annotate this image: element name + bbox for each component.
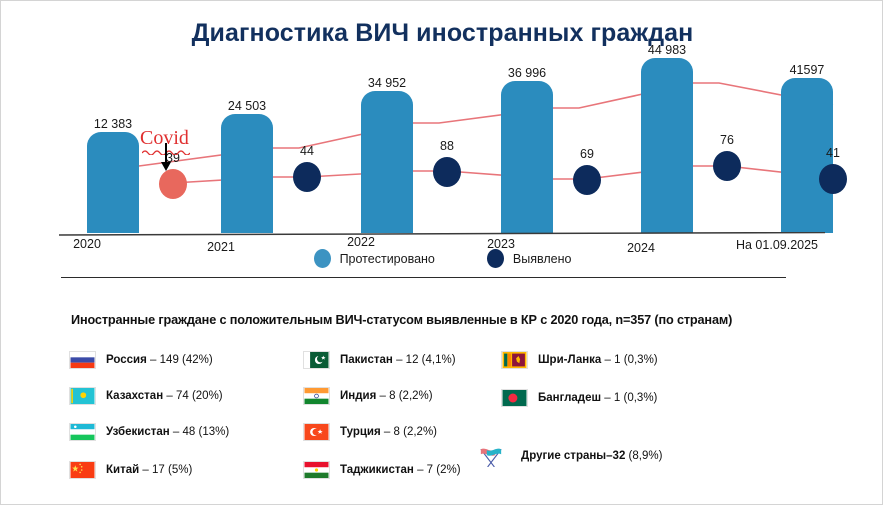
bar-label-2024: 44 983: [647, 43, 687, 57]
dot-label-2023: 69: [580, 147, 594, 161]
country-item-bangladesh[interactable]: Бангладеш – 1 (0,3%): [501, 389, 657, 407]
country-item-russia[interactable]: Россия – 149 (42%): [69, 351, 213, 369]
bar-label-2020: 12 383: [93, 117, 133, 131]
countries-list: Россия – 149 (42%) Казахстан – 74 (20%): [65, 349, 855, 484]
bar-2022[interactable]: [361, 91, 413, 233]
dot-trend-line: [172, 165, 834, 184]
srilanka-flag-icon: [501, 351, 528, 369]
bar-label-2021: 24 503: [227, 99, 267, 113]
section-divider: [61, 277, 786, 278]
country-label-other: Другие страны–32 (8,9%): [521, 450, 663, 462]
legend-label-tested: Протестировано: [339, 251, 435, 266]
country-item-pakistan[interactable]: Пакистан – 12 (4,1%): [303, 351, 456, 369]
country-item-other[interactable]: Другие страны–32 (8,9%): [471, 445, 662, 467]
country-item-tajikistan[interactable]: Таджикистан – 7 (2%): [303, 461, 461, 479]
bar-2024[interactable]: [641, 58, 693, 233]
dot-label-2025: 41: [826, 146, 840, 160]
country-label-turkey: Турция – 8 (2,2%): [340, 426, 438, 438]
dot-label-2022: 88: [440, 139, 454, 153]
legend-item-found[interactable]: Выявлено: [486, 249, 572, 268]
bangladesh-flag-icon: [501, 389, 528, 407]
legend-swatch-tested-icon: [313, 249, 331, 268]
tajikistan-flag-icon: [303, 461, 330, 479]
china-flag-icon: [69, 461, 96, 479]
turkey-flag-icon: [303, 423, 330, 441]
dot-label-2021: 44: [300, 144, 314, 158]
xtick-2025: На 01.09.2025: [735, 238, 818, 252]
dot-label-2024: 76: [720, 133, 734, 147]
country-label-uzbekistan: Узбекистан – 48 (13%): [106, 426, 230, 438]
bar-label-2022: 34 952: [367, 76, 407, 90]
bar-trend-line: [138, 82, 834, 167]
xtick-2024: 2024: [627, 241, 655, 255]
india-flag-icon: [303, 387, 330, 405]
xtick-2023: 2023: [487, 237, 515, 251]
country-item-uzbekistan[interactable]: Узбекистан – 48 (13%): [69, 423, 229, 441]
countries-section-title: Иностранные граждане с положительным ВИЧ…: [71, 313, 733, 327]
page-title: Диагностика ВИЧ иностранных граждан: [191, 19, 694, 47]
country-label-india: Индия – 8 (2,2%): [340, 390, 433, 402]
dot-2022[interactable]: [433, 157, 461, 187]
xtick-2020: 2020: [73, 237, 101, 251]
xtick-2022: 2022: [347, 235, 375, 249]
country-item-china[interactable]: Китай – 17 (5%): [69, 461, 192, 479]
bar-2023[interactable]: [501, 81, 553, 233]
country-label-kazakhstan: Казахстан – 74 (20%): [106, 390, 223, 402]
legend-swatch-found-icon: [486, 249, 504, 268]
bar-label-2025: 41597: [789, 63, 825, 77]
dot-2024[interactable]: [713, 151, 741, 181]
dot-2020[interactable]: [159, 169, 187, 199]
legend-label-found: Выявлено: [512, 251, 572, 266]
uzbekistan-flag-icon: [69, 423, 96, 441]
covid-annotation-label: Covid: [140, 127, 189, 149]
chart-x-axis: [59, 232, 825, 236]
dot-2023[interactable]: [573, 165, 601, 195]
pakistan-flag-icon: [303, 351, 330, 369]
bar-2020[interactable]: [87, 132, 139, 233]
country-label-bangladesh: Бангладеш – 1 (0,3%): [538, 392, 658, 404]
russia-flag-icon: [69, 351, 96, 369]
kazakhstan-flag-icon: [69, 387, 96, 405]
dot-2025[interactable]: [819, 164, 847, 194]
dot-2021[interactable]: [293, 162, 321, 192]
country-label-china: Китай – 17 (5%): [106, 464, 193, 476]
legend-item-tested[interactable]: Протестировано: [313, 249, 435, 268]
country-label-russia: Россия – 149 (42%): [106, 354, 213, 366]
hiv-diagnostics-chart: 12 383 24 503 34 952 36 996 44 983 41597…: [61, 43, 847, 233]
country-label-tajikistan: Таджикистан – 7 (2%): [340, 464, 461, 476]
xtick-2021: 2021: [207, 240, 235, 254]
bar-2021[interactable]: [221, 114, 273, 233]
bar-label-2023: 36 996: [507, 66, 547, 80]
country-label-pakistan: Пакистан – 12 (4,1%): [340, 354, 456, 366]
country-label-srilanka: Шри-Ланка – 1 (0,3%): [538, 354, 658, 366]
down-arrow-icon: [161, 143, 171, 171]
crossed-flags-icon: [480, 448, 502, 467]
country-item-kazakhstan[interactable]: Казахстан – 74 (20%): [69, 387, 223, 405]
country-item-india[interactable]: Индия – 8 (2,2%): [303, 387, 433, 405]
chart-connector-lines: [138, 82, 834, 184]
chart-legend: Протестировано Выявлено: [1, 249, 882, 268]
bar-2025[interactable]: [781, 78, 833, 233]
country-item-srilanka[interactable]: Шри-Ланка – 1 (0,3%): [501, 351, 658, 369]
country-item-turkey[interactable]: Турция – 8 (2,2%): [303, 423, 437, 441]
